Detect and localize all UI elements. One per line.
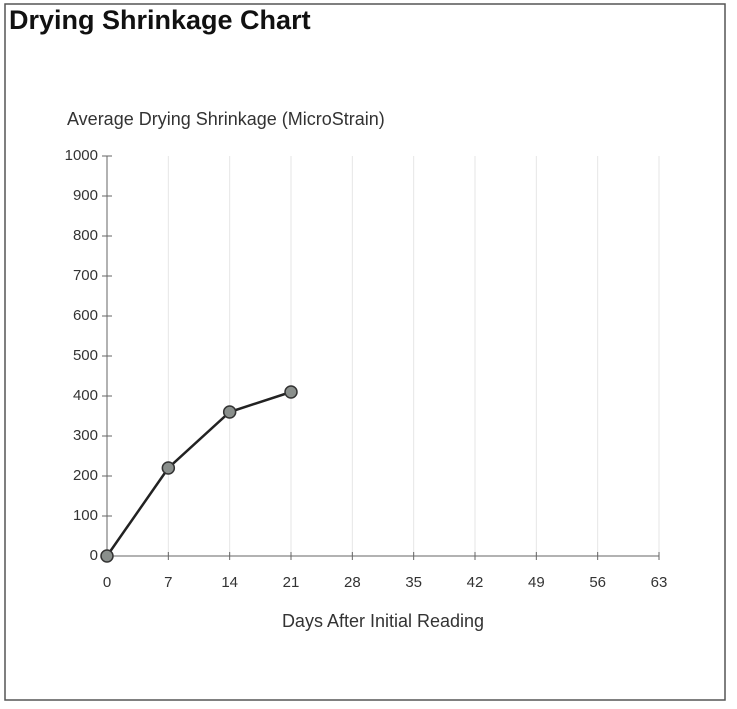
- x-axis-label: Days After Initial Reading: [282, 611, 484, 631]
- x-tick-label: 42: [467, 574, 484, 591]
- y-tick-label: 900: [73, 187, 98, 204]
- data-point: [161, 461, 176, 475]
- series-line: [105, 390, 292, 557]
- y-tick-label: 700: [73, 267, 98, 284]
- y-tick-label: 300: [73, 427, 98, 444]
- x-tick-label: 0: [103, 574, 111, 591]
- y-tick-label: 0: [90, 547, 98, 564]
- y-tick-label: 400: [73, 387, 98, 404]
- y-tick-label: 100: [73, 507, 98, 524]
- y-tick-label: 1000: [65, 147, 98, 164]
- x-tick-label: 21: [283, 574, 300, 591]
- y-tick-label: 200: [73, 467, 98, 484]
- data-point: [100, 549, 114, 563]
- chart-title: Drying Shrinkage Chart: [9, 5, 311, 35]
- data-point: [222, 405, 237, 419]
- data-point: [284, 385, 298, 399]
- y-tick-label: 800: [73, 227, 98, 244]
- y-tick-label: 500: [73, 347, 98, 364]
- frame: [4, 3, 726, 701]
- y-tick-label: 600: [73, 307, 98, 324]
- x-tick-label: 14: [221, 574, 238, 591]
- x-tick-label: 35: [405, 574, 422, 591]
- x-tick-label: 49: [528, 574, 545, 591]
- x-tick-label: 56: [589, 574, 606, 591]
- y-axis-label: Average Drying Shrinkage (MicroStrain): [67, 109, 385, 129]
- x-tick-label: 63: [651, 574, 668, 591]
- x-tick-label: 7: [164, 574, 172, 591]
- x-tick-label: 28: [344, 574, 361, 591]
